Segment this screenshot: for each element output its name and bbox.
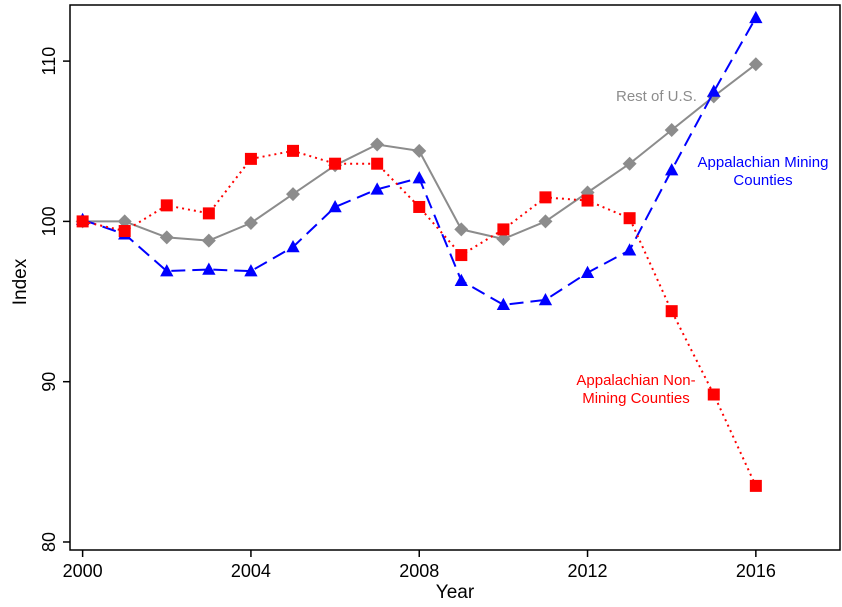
- data-point: [243, 216, 258, 230]
- data-point: [497, 223, 510, 236]
- x-tick-label: 2000: [63, 561, 103, 581]
- data-point: [581, 194, 594, 207]
- y-tick-label: 110: [39, 47, 59, 76]
- data-point: [454, 273, 468, 286]
- data-point: [665, 305, 678, 318]
- y-axis: 80 90 100 110: [39, 47, 70, 552]
- series: [76, 144, 762, 492]
- x-tick-label: 2012: [568, 561, 608, 581]
- data-point: [244, 264, 258, 277]
- data-point: [370, 137, 385, 152]
- x-tick-label: 2004: [231, 561, 271, 581]
- data-point: [749, 10, 763, 24]
- data-point: [370, 182, 384, 195]
- data-point: [371, 157, 384, 170]
- data-point: [538, 292, 553, 306]
- data-point: [286, 240, 300, 253]
- plot-frame: [69, 4, 841, 551]
- y-tick-label: 80: [39, 532, 59, 552]
- series-line: [82, 17, 757, 306]
- data-point: [159, 230, 174, 245]
- data-point: [202, 207, 215, 220]
- data-point: [496, 297, 511, 310]
- data-point: [707, 84, 721, 97]
- series-group: [75, 10, 763, 492]
- data-point: [287, 144, 300, 157]
- x-tick-label: 2016: [736, 561, 776, 581]
- data-point: [412, 171, 426, 184]
- data-point: [244, 152, 257, 165]
- series: [75, 57, 763, 248]
- data-point: [496, 232, 511, 247]
- y-axis-title: Index: [10, 258, 31, 305]
- data-point: [328, 199, 342, 213]
- annotations: Rest of U.S. Appalachian Mining Counties Ap…: [576, 88, 828, 407]
- data-point: [286, 187, 301, 202]
- x-axis: 2000 2004 2008 2012 2016: [63, 550, 776, 581]
- annotation-label: Appalachian Non-Mining Counties: [576, 372, 695, 407]
- data-point: [118, 225, 131, 238]
- data-point: [622, 156, 637, 171]
- data-point: [329, 157, 342, 170]
- data-point: [201, 233, 216, 248]
- x-tick-label: 2008: [399, 561, 439, 581]
- data-point: [748, 57, 763, 72]
- data-point: [117, 214, 132, 229]
- data-point: [412, 143, 427, 158]
- data-point: [455, 249, 468, 262]
- data-point: [665, 163, 679, 176]
- data-point: [160, 264, 174, 277]
- y-tick-label: 90: [39, 372, 59, 392]
- data-point: [749, 479, 762, 492]
- data-point: [580, 265, 595, 278]
- data-point: [707, 388, 720, 401]
- data-point: [160, 199, 173, 212]
- data-point: [623, 212, 636, 225]
- x-axis-title: Year: [436, 582, 475, 603]
- data-point: [539, 191, 552, 204]
- series-line: [82, 149, 757, 487]
- annotation-label: Appalachian Mining Counties: [698, 154, 829, 189]
- data-point: [622, 243, 637, 256]
- data-point: [454, 222, 469, 237]
- data-point: [664, 123, 679, 138]
- data-point: [413, 200, 426, 213]
- data-point: [202, 262, 216, 275]
- data-point: [76, 215, 89, 228]
- data-point: [538, 214, 553, 229]
- series: [75, 10, 763, 310]
- annotation-label: Rest of U.S.: [616, 88, 697, 105]
- y-tick-label: 100: [39, 206, 59, 236]
